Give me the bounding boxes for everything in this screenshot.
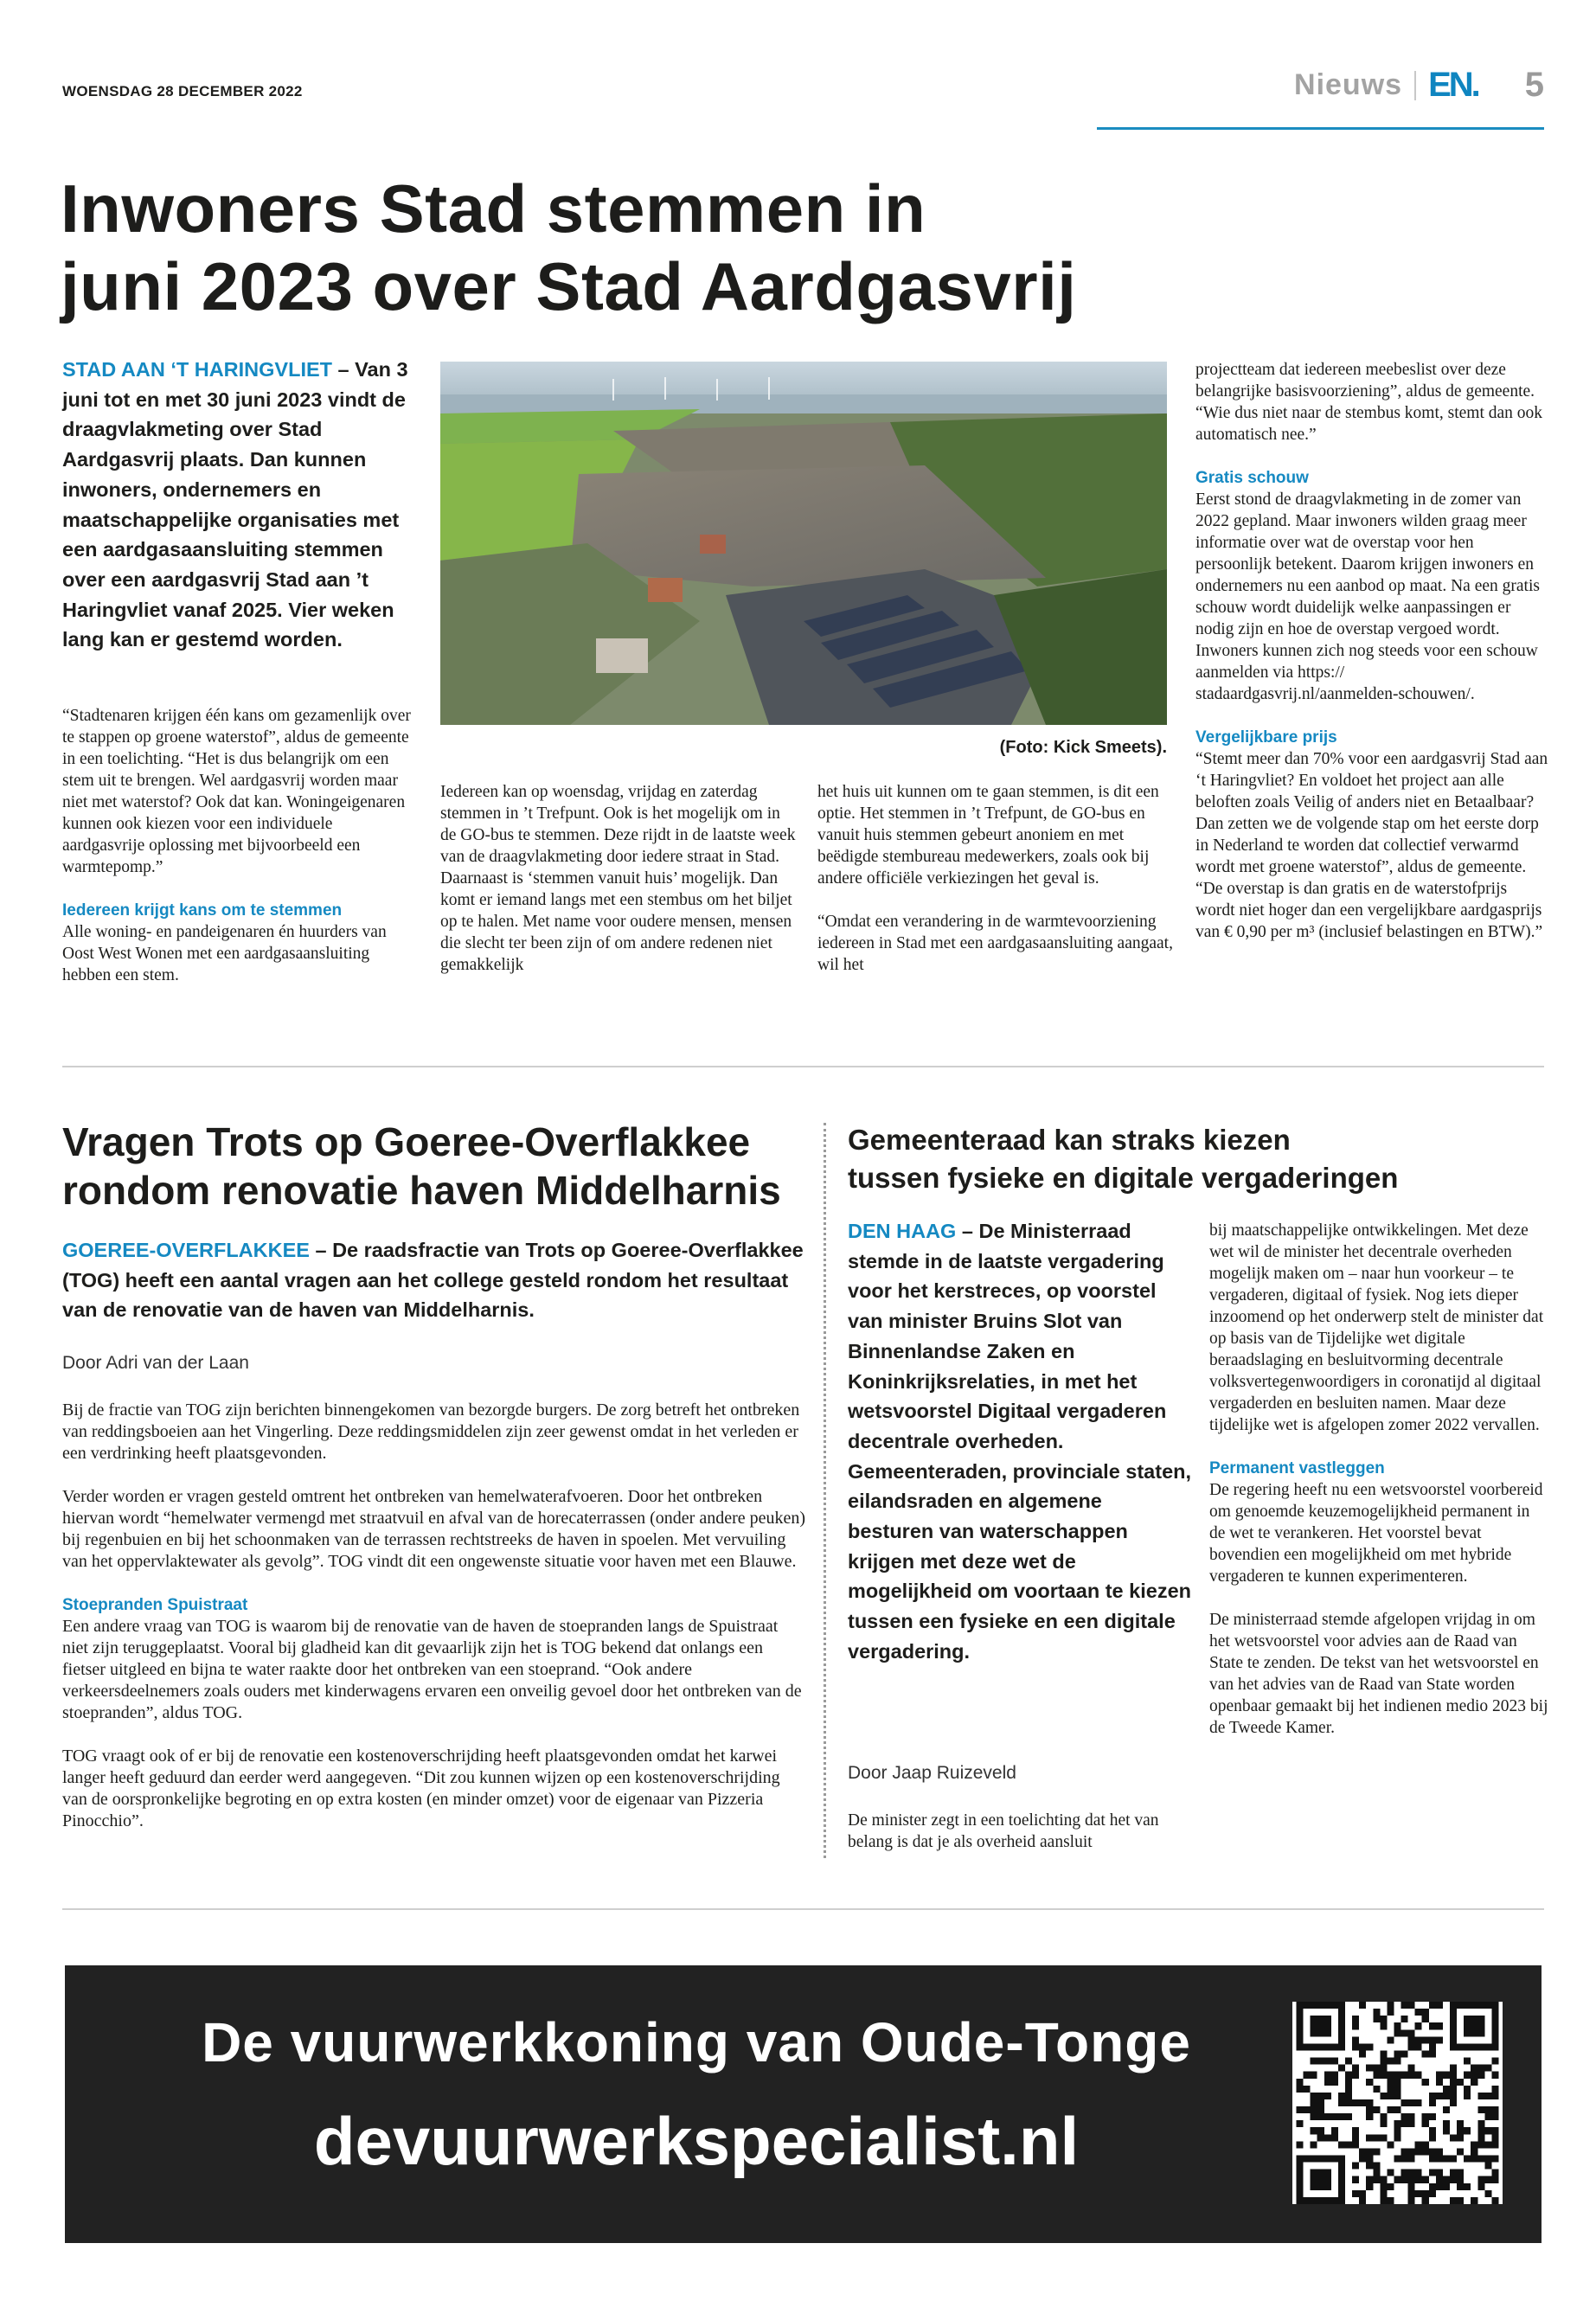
paragraph: Bij de fractie van TOG zijn berichten bi… [62,1400,800,1463]
subheading: Permanent vastleggen [1209,1459,1385,1477]
en-logo: EN. [1428,66,1481,104]
article3-col1-body: De minister zegt in een toelichting dat … [848,1810,1185,1875]
headline-line: juni 2023 over Stad Aardgasvrij [61,248,1077,324]
qr-code[interactable] [1292,2002,1503,2204]
paragraph: Een andere vraag van TOG is waarom bij d… [62,1617,802,1722]
dateline: STAD AAN ‘T HARINGVLIET [62,358,333,381]
article1-headline: Inwoners Stad stemmen in juni 2023 over … [61,170,1076,325]
paragraph: “Omdat een verandering in de warmtevoorz… [817,913,1173,974]
article1-col2: Iedereen kan op woensdag, vrijdag en zat… [440,781,797,997]
article2-body: Bij de fractie van TOG zijn berichten bi… [62,1400,806,1854]
advertisement-banner[interactable]: De vuurwerkkoning van Oude-Tonge devuurw… [65,1965,1542,2243]
lead-text: – De raadsfractie van Trots op Goeree-Ov… [62,1239,804,1322]
paragraph: Verder worden er vragen gesteld omtrent … [62,1487,806,1571]
paragraph: bij maatschappelijke ontwikkelingen. Met… [1209,1221,1544,1434]
article1-col4: projectteam dat iedereen meebeslist over… [1195,359,1550,965]
headline-line: Gemeenteraad kan straks kiezen [848,1124,1291,1156]
subheading: Gratis schouw [1195,469,1309,487]
ad-website[interactable]: devuurwerkspecialist.nl [313,2103,1080,2179]
paragraph: De minister zegt in een toelichting dat … [848,1811,1159,1851]
article1-col3: het huis uit kunnen om te gaan stemmen, … [817,781,1174,997]
paragraph: “Stemt meer dan 70% voor een aardgasvrij… [1195,750,1548,941]
headline-line: rondom renovatie haven Middelharnis [62,1168,781,1213]
article3-lead: DEN HAAG – De Ministerraad stemde in de … [848,1216,1192,1667]
article3-headline: Gemeenteraad kan straks kiezen tussen fy… [848,1121,1398,1197]
paragraph: TOG vraagt ook of er bij de renovatie ee… [62,1747,780,1830]
paragraph: Eerst stond de draagvlakmeting in de zom… [1195,490,1540,703]
article3-col2-body: bij maatschappelijke ontwikkelingen. Met… [1209,1220,1548,1760]
section-divider [62,1066,1544,1067]
byline: Door Jaap Ruizeveld [848,1763,1016,1783]
section-label: Nieuws [1294,68,1403,101]
paragraph: “Stadtenaren krijgen één kans om gezamen… [62,707,411,876]
paragraph: Iedereen kan op woensdag, vrijdag en zat… [440,783,796,974]
article1-col1: “Stadtenaren krijgen één kans om gezamen… [62,705,419,1008]
paragraph: het huis uit kunnen om te gaan stemmen, … [817,783,1159,888]
dateline: GOEREE-OVERFLAKKEE [62,1239,310,1261]
headline-line: Vragen Trots op Goeree-Overflakkee [62,1119,751,1164]
page-number: 5 [1524,66,1544,104]
subheading: Stoepranden Spuistraat [62,1596,248,1614]
issue-date: WOENSDAG 28 DECEMBER 2022 [62,83,303,99]
byline: Door Adri van der Laan [62,1353,249,1373]
column-divider [824,1123,826,1858]
ad-slogan: De vuurwerkkoning van Oude-Tonge [202,2011,1191,2073]
lead-text: – Van 3 juni tot en met 30 juni 2023 vin… [62,358,408,651]
masthead: Nieuws EN. 5 [1294,66,1544,105]
headline-line: tussen fysieke en digitale vergaderingen [848,1162,1399,1194]
subheading: Iedereen krijgt kans om te stemmen [62,901,343,920]
aerial-village-photo [440,362,1167,725]
paragraph: Alle woning- en pandeigenaren én huurder… [62,923,387,984]
dateline: DEN HAAG [848,1220,957,1242]
article1-lead: STAD AAN ‘T HARINGVLIET – Van 3 juni tot… [62,355,419,655]
article2-headline: Vragen Trots op Goeree-Overflakkee rondo… [62,1118,781,1215]
header-rule [1097,127,1544,130]
masthead-divider [1414,70,1417,100]
subheading: Vergelijkbare prijs [1195,728,1337,747]
headline-line: Inwoners Stad stemmen in [61,170,926,247]
paragraph: De regering heeft nu een wetsvoorstel vo… [1209,1481,1543,1586]
article2-lead: GOEREE-OVERFLAKKEE – De raadsfractie van… [62,1235,806,1325]
paragraph: De ministerraad stemde afgelopen vrijdag… [1209,1611,1548,1737]
photo-caption: (Foto: Kick Smeets). [999,738,1167,757]
lead-text: – De Ministerraad stemde in de laatste v… [848,1220,1192,1663]
paragraph: projectteam dat iedereen meebeslist over… [1195,361,1543,444]
section-divider [62,1908,1544,1910]
